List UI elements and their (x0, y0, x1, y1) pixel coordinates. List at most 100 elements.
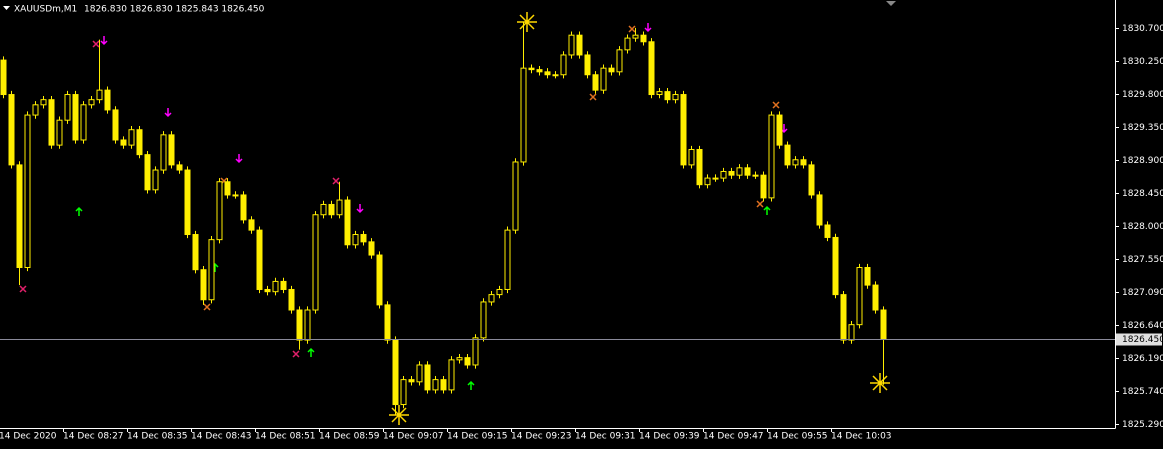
candle-body (80, 104, 87, 141)
candle-body (848, 324, 855, 341)
candle-body (520, 67, 527, 163)
candle-body (72, 94, 79, 141)
candle-body (280, 280, 287, 290)
buy-arrow (307, 347, 315, 357)
candle-body (840, 294, 847, 341)
candle-body (648, 41, 655, 96)
candle-body (160, 134, 167, 171)
candle-body (384, 304, 391, 341)
x-tick-label: 14 Dec 2020 (0, 432, 57, 442)
candle-body (0, 59, 7, 96)
current-price-label: 1826.450 (1122, 335, 1163, 345)
candle-body (832, 236, 839, 296)
y-tick-label: 1828.900 (1122, 156, 1163, 166)
star (517, 12, 537, 32)
candle-body (728, 170, 735, 176)
candle-body (408, 379, 415, 383)
candle-body (312, 214, 319, 311)
candle-body (792, 159, 799, 166)
star (389, 405, 409, 425)
cross (589, 93, 597, 101)
cross (203, 303, 211, 311)
candle-body (32, 104, 39, 116)
candle-body (880, 309, 887, 340)
cross (19, 285, 27, 293)
candle-body (544, 71, 551, 76)
shift-marker[interactable] (886, 1, 896, 6)
candle-body (784, 144, 791, 166)
y-tick-label: 1826.640 (1122, 321, 1163, 331)
x-tick-label: 14 Dec 09:23 (511, 432, 572, 442)
x-tick-label: 14 Dec 09:39 (639, 432, 700, 442)
candle-body (456, 357, 463, 361)
candle-body (112, 109, 119, 141)
candle-body (744, 167, 751, 176)
sell-arrows (100, 23, 788, 214)
candle-body (432, 379, 439, 391)
candle-body (200, 269, 207, 301)
candle-body (96, 89, 103, 101)
candle-body (24, 114, 31, 268)
candle-body (488, 294, 495, 303)
y-tick-label: 1828.450 (1122, 189, 1163, 199)
candle-body (656, 91, 663, 96)
signals (19, 12, 890, 425)
candle-body (496, 288, 503, 296)
x-tick-label: 14 Dec 10:03 (831, 432, 892, 442)
cross (628, 25, 636, 33)
candle-body (864, 267, 871, 286)
candle-body (688, 149, 695, 166)
star (870, 373, 890, 393)
candle-body (736, 167, 743, 176)
candle-body (88, 99, 95, 106)
candle-body (528, 67, 535, 71)
candle-body (224, 181, 231, 196)
candle-body (304, 309, 311, 341)
x-tick-label: 14 Dec 09:31 (575, 432, 636, 442)
candle-body (392, 339, 399, 406)
candle-body (704, 177, 711, 186)
candles (0, 21, 887, 415)
y-tick-label: 1829.800 (1122, 90, 1163, 100)
y-tick-label: 1827.090 (1122, 288, 1163, 298)
symbol: XAUUSDm,M1 (14, 5, 77, 15)
candle-body (64, 94, 71, 121)
candle-body (856, 267, 863, 326)
candle-body (512, 161, 519, 231)
candle-body (56, 119, 63, 146)
candle-body (440, 379, 447, 391)
candle-body (48, 99, 55, 146)
candle-body (560, 54, 567, 76)
candle-body (584, 54, 591, 76)
y-tick-label: 1830.700 (1122, 24, 1163, 34)
x-tick-label: 14 Dec 08:35 (127, 432, 188, 442)
candle-body (776, 114, 783, 146)
y-tick-label: 1830.250 (1122, 57, 1163, 67)
candle-body (592, 74, 599, 91)
candle-body (536, 69, 543, 73)
buy-arrow (763, 205, 771, 215)
candle-body (640, 34, 647, 43)
ohlc-header: 1826.830 1826.830 1825.843 1826.450 (84, 5, 265, 15)
cross (292, 350, 300, 358)
candle-body (144, 154, 151, 191)
candle-body (760, 174, 767, 199)
candle-body (232, 194, 239, 197)
stars (389, 12, 890, 425)
candle-body (664, 91, 671, 101)
candle-body (624, 37, 631, 51)
candle-body (240, 194, 247, 221)
candle-body (376, 254, 383, 306)
x-tick-label: 14 Dec 09:47 (703, 432, 764, 442)
x-tick-label: 14 Dec 08:59 (319, 432, 380, 442)
candle-body (504, 229, 511, 290)
candle-body (800, 159, 807, 166)
candle-body (464, 357, 471, 366)
x-tick-label: 14 Dec 08:51 (255, 432, 316, 442)
candle-body (152, 169, 159, 191)
menu-arrow[interactable] (3, 6, 10, 10)
candle-body (288, 288, 295, 311)
candle-body (336, 199, 343, 216)
x-tick-label: 14 Dec 09:55 (767, 432, 828, 442)
